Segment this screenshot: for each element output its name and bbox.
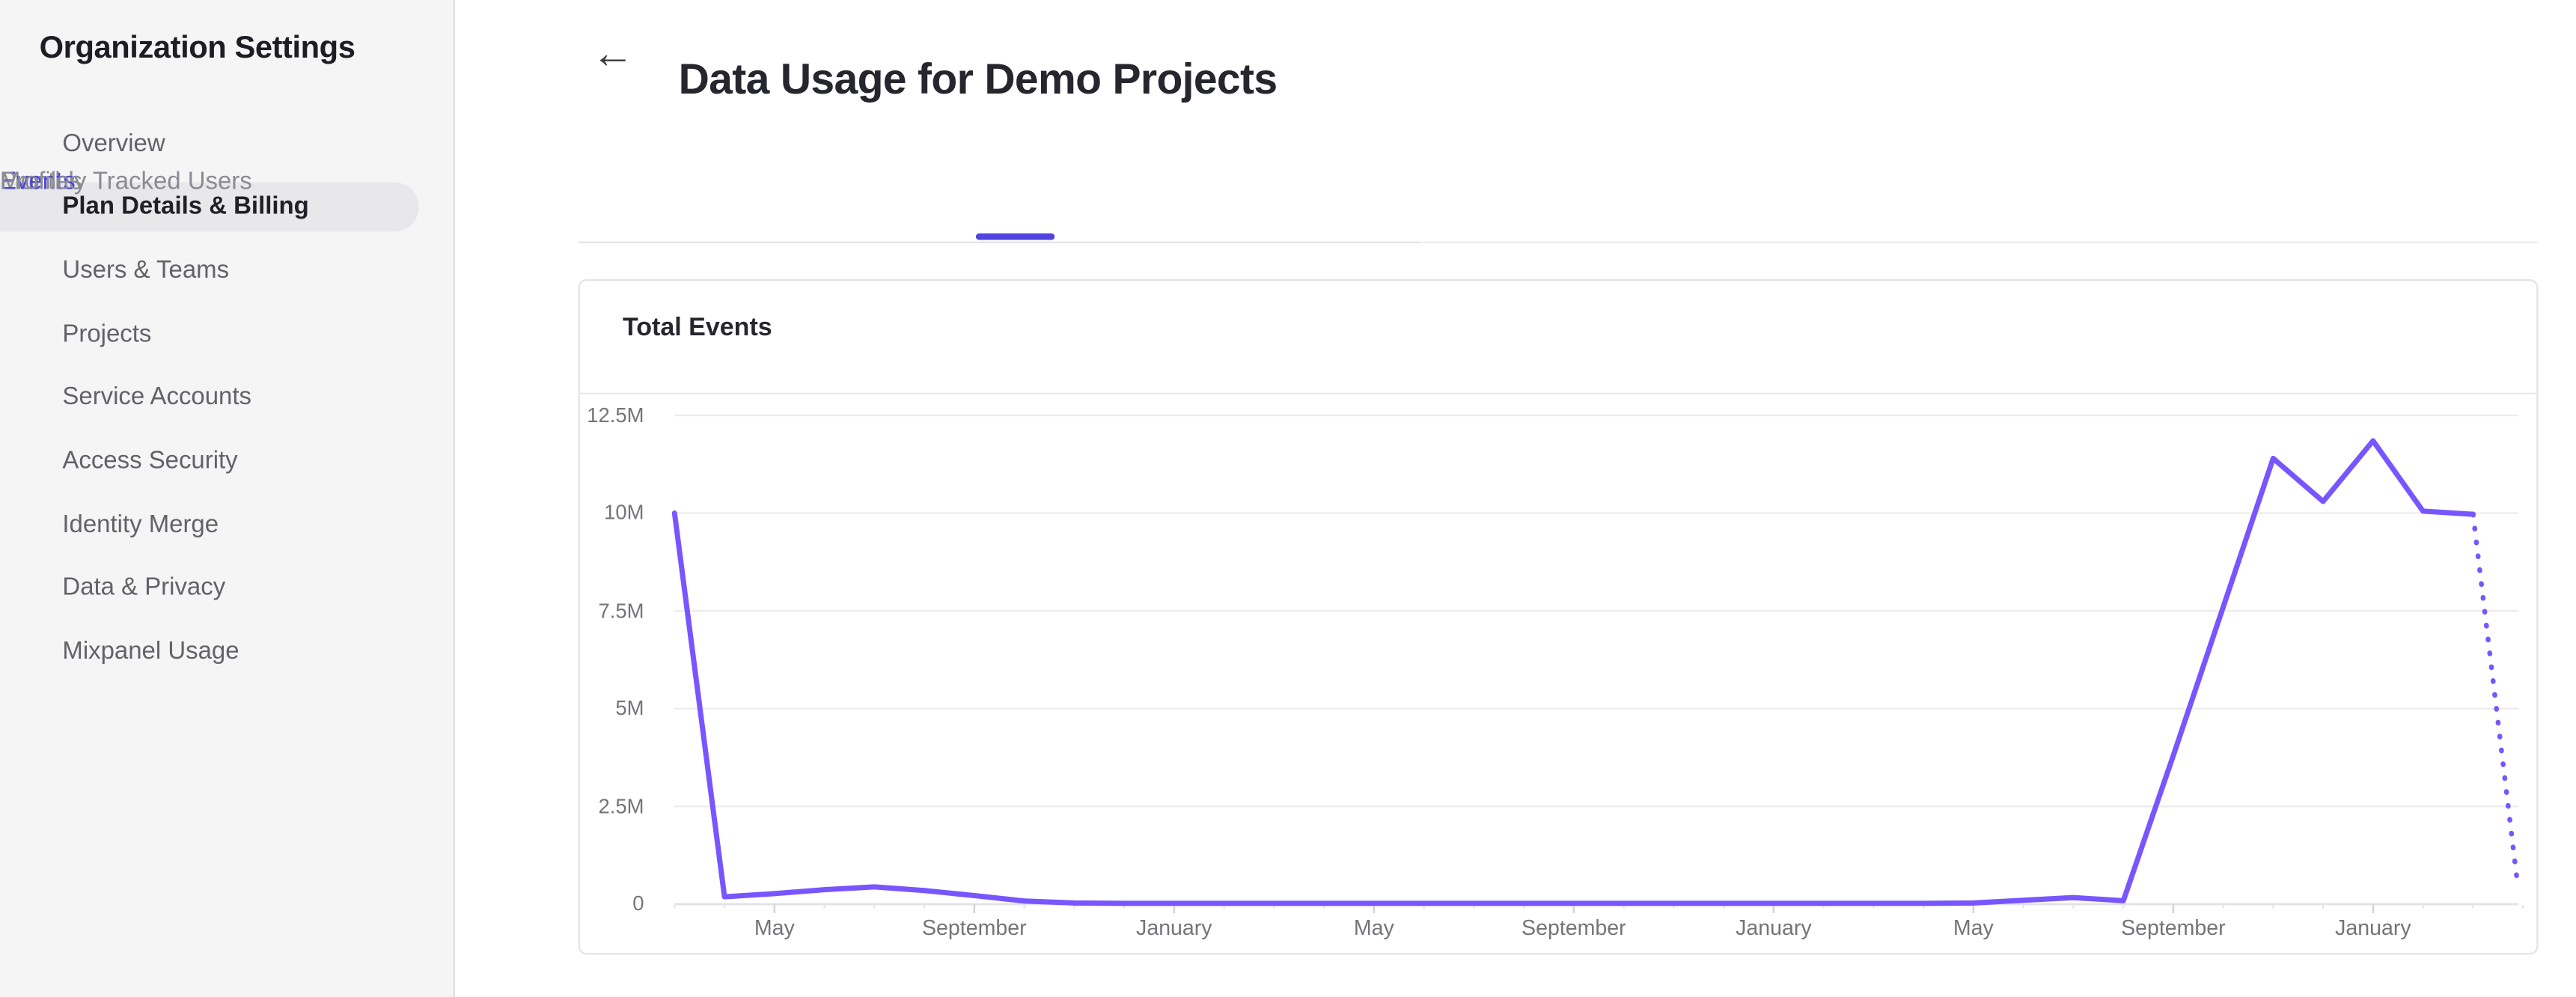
sidebar-item-label: Access Security: [62, 446, 238, 475]
tab-profiles[interactable]: Profiles: [0, 167, 82, 196]
back-button[interactable]: ←: [588, 27, 638, 77]
sidebar-item-label: Data & Privacy: [62, 573, 226, 603]
x-axis-label: September: [1522, 915, 1626, 940]
card-divider: [579, 392, 2537, 394]
page-title: Data Usage for Demo Projects: [678, 55, 1278, 105]
x-axis-label: September: [2121, 915, 2226, 940]
sidebar-item-users-teams[interactable]: Users & Teams: [0, 246, 455, 295]
x-axis-label: May: [1953, 915, 1994, 940]
chart-title: Total Events: [622, 314, 772, 342]
sidebar-nav: Overview Plan Details & Billing Users & Te…: [0, 118, 455, 690]
sidebar-item-plan-details-billing[interactable]: Plan Details & Billing: [0, 181, 419, 231]
events-series-line: [671, 438, 2476, 906]
back-arrow-icon: ←: [591, 27, 635, 77]
x-axis-label: September: [921, 915, 1027, 940]
sidebar-item-label: Projects: [62, 320, 152, 348]
sidebar-item-service-accounts[interactable]: Service Accounts: [0, 373, 455, 422]
sidebar-item-label: Plan Details & Billing: [62, 192, 309, 221]
y-axis-label: 7.5M: [598, 599, 644, 623]
y-axis-label: 12.5M: [587, 403, 644, 427]
sidebar-item-label: Service Accounts: [62, 383, 251, 412]
x-axis-label: January: [1736, 915, 1812, 940]
tab-bar-border: [578, 241, 1420, 244]
x-axis-label: January: [2335, 915, 2411, 940]
tab-bar: Monthly Tracked Users Events Profiles: [0, 158, 2576, 244]
sidebar-item-label: Users & Teams: [62, 256, 230, 284]
sidebar-item-label: Mixpanel Usage: [62, 637, 239, 666]
x-axis-label: May: [1353, 915, 1394, 940]
chart-svg: [671, 414, 2524, 914]
sidebar-title: Organization Settings: [39, 31, 355, 66]
events-series-projection-dotted: [2470, 511, 2521, 891]
sidebar-item-label: Overview: [62, 129, 165, 157]
sidebar-item-data-privacy[interactable]: Data & Privacy: [0, 564, 455, 613]
tab-events[interactable]: Events: [0, 167, 76, 196]
sidebar-item-identity-merge[interactable]: Identity Merge: [0, 500, 455, 549]
sidebar-item-mixpanel-usage[interactable]: Mixpanel Usage: [0, 626, 455, 676]
tab-bar-border-extension: [1419, 241, 2539, 244]
events-line-chart: 0 2.5M 5M 7.5M 10M 12.5M May September January Ma…: [580, 394, 2536, 953]
active-tab-indicator: [975, 232, 1055, 240]
y-axis-label: 2.5M: [598, 794, 644, 818]
y-axis-label: 10M: [604, 501, 644, 525]
total-events-card: Total Events 0 2.5M 5M 7.5M 10M 12.5M May Septe…: [578, 279, 2539, 955]
tab-monthly-tracked-users[interactable]: Monthly Tracked Users: [0, 167, 252, 196]
x-axis-label: May: [754, 915, 795, 940]
x-axis-label: January: [1136, 915, 1212, 940]
sidebar-item-access-security[interactable]: Access Security: [0, 436, 455, 486]
sidebar: Organization Settings Overview Plan Detai…: [0, 0, 456, 997]
sidebar-item-projects[interactable]: Projects: [0, 309, 455, 359]
y-axis-label: 0: [632, 892, 644, 916]
y-axis-label: 5M: [615, 697, 644, 721]
sidebar-item-label: Identity Merge: [62, 510, 219, 539]
sidebar-item-overview[interactable]: Overview: [0, 118, 455, 168]
